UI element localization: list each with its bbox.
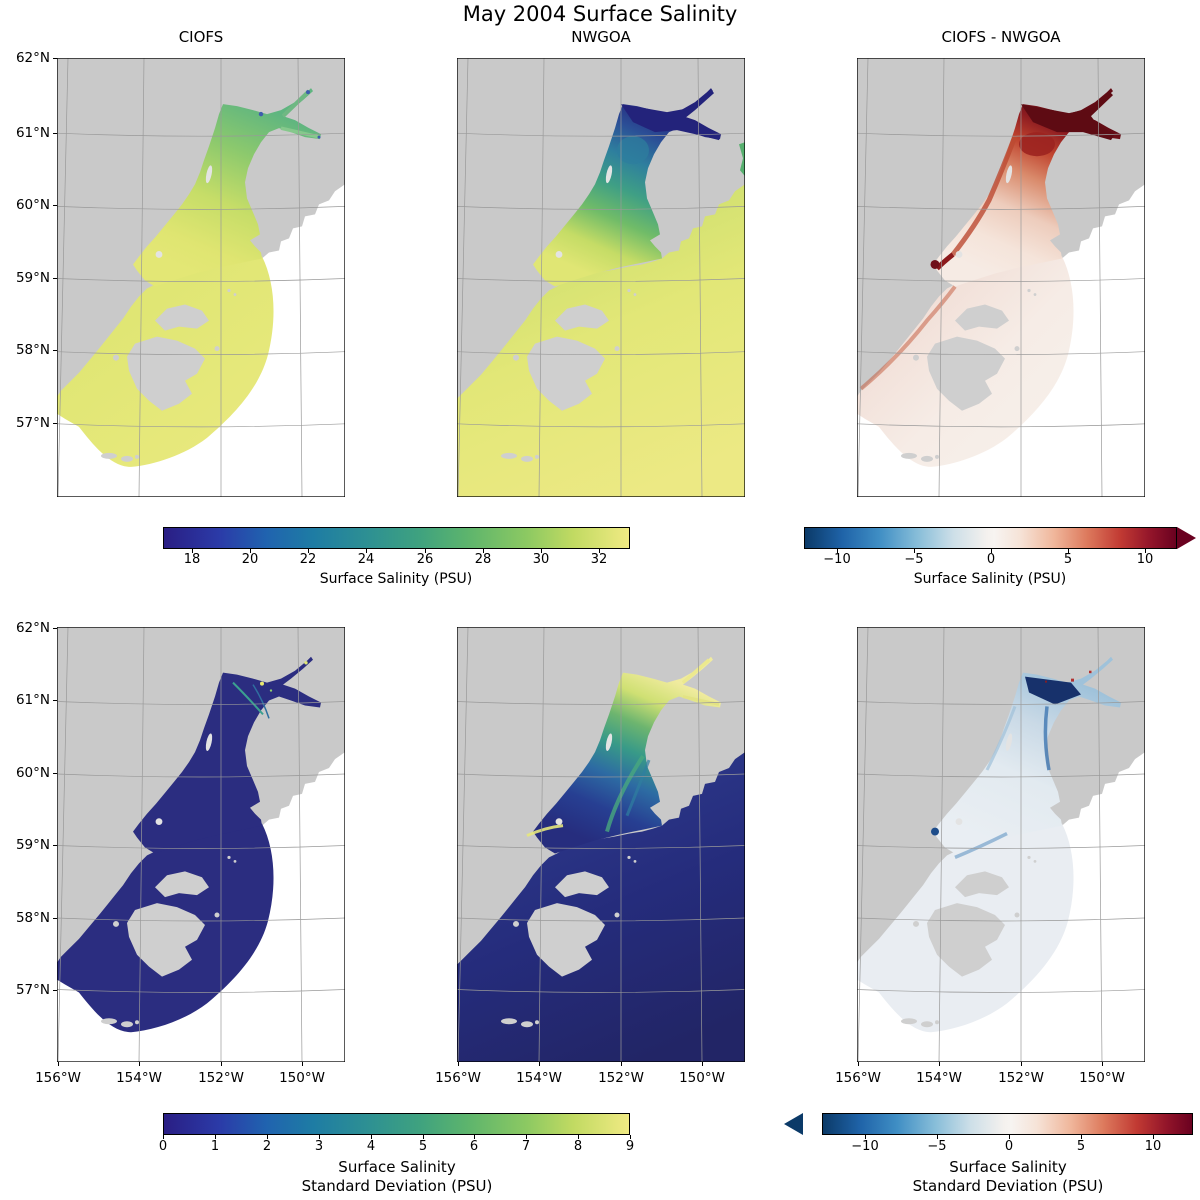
colorbar-label-line2: Standard Deviation (PSU) [912,1177,1104,1195]
lon-tick-label: 154°W [516,1070,562,1086]
colorbar-tick-label: 2 [262,1139,272,1154]
colorbar-tick-label: 3 [314,1139,324,1154]
colorbar-tick-label: 5 [1076,1139,1086,1154]
lat-tick-label: 57°N [15,982,50,998]
ciofs-salinity-accents [258,89,321,139]
colorbar-tick-label: 28 [474,552,492,567]
lon-tick-label: 150°W [1079,1070,1125,1086]
lat-tick-label: 59°N [15,837,50,853]
map-panel-std-difference [857,627,1145,1062]
lat-tick-label: 59°N [15,270,50,286]
map-panel-nwgoa-std [457,627,745,1062]
map-panel-nwgoa-salinity [457,58,745,497]
colorbar-label-line1: Surface Salinity [338,1158,456,1176]
colorbar-tick-label: 22 [299,552,317,567]
colorbar-tick-label: 5 [1063,552,1073,567]
colorbar-tick-label: 0 [1004,1139,1014,1154]
colorbar-label: Surface Salinity (PSU) [913,571,1067,587]
colorbar-tick-label: 1 [210,1139,220,1154]
lat-tick-label: 58°N [15,910,50,926]
figure-title: May 2004 Surface Salinity [462,2,738,26]
lon-tick-label: 156°W [35,1070,81,1086]
colorbar-std-diff [822,1113,1193,1135]
colorbar-extend-min-arrow [784,1113,803,1135]
lat-tick-label: 62°N [15,620,50,636]
lon-tick-label: 152°W [598,1070,644,1086]
colorbar-tick-label: 18 [183,552,201,567]
colorbar-tick-label: −10 [851,1139,879,1154]
colorbar-tick-label: 24 [357,552,375,567]
lat-tick-label: 57°N [15,415,50,431]
lon-tick-label: 152°W [198,1070,244,1086]
colorbar-tick-label: 0 [986,552,996,567]
colorbar-tick-label: 7 [521,1139,531,1154]
colorbar-tick-label: −5 [927,1139,947,1154]
panel-title-diff: CIOFS - NWGOA [941,28,1061,46]
map-panel-ciofs-salinity [57,58,345,497]
colorbar-tick-label: 5 [418,1139,428,1154]
colorbar-extend-max-arrow [1177,527,1196,549]
colorbar-tick-label: 8 [573,1139,583,1154]
colorbar-salinity [163,527,630,549]
colorbar-tick-label: 6 [469,1139,479,1154]
colorbar-tick-label: 30 [532,552,550,567]
colorbar-tick-label: 9 [625,1139,635,1154]
map-panel-salinity-difference [857,58,1145,497]
colorbar-label-line1: Surface Salinity [949,1158,1067,1176]
ciofs-std-accents [232,661,308,719]
lon-tick-label: 150°W [679,1070,725,1086]
panel-title-ciofs: CIOFS [178,28,224,46]
colorbar-tick-label: −10 [823,552,851,567]
lat-tick-label: 58°N [15,342,50,358]
lat-tick-label: 61°N [15,692,50,708]
lat-tick-label: 61°N [15,125,50,141]
colorbar-tick-label: 10 [1144,1139,1162,1154]
lat-tick-label: 60°N [15,197,50,213]
colorbar-tick-label: 0 [158,1139,168,1154]
lon-tick-label: 154°W [116,1070,162,1086]
colorbar-label: Surface Salinity (PSU) [319,571,473,587]
lat-tick-label: 60°N [15,765,50,781]
lon-tick-label: 154°W [916,1070,962,1086]
nwgoa-salinity-accents [617,89,745,177]
std-diff-accents [931,670,1092,860]
colorbar-std [163,1113,630,1135]
colorbar-salinity-diff [804,527,1177,549]
colorbar-tick-label: 32 [590,552,608,567]
colorbar-tick-label: 20 [241,552,259,567]
colorbar-tick-label: 26 [416,552,434,567]
lat-tick-label: 62°N [15,50,50,66]
salinity-diff-accents [859,91,1115,391]
lon-tick-label: 156°W [435,1070,481,1086]
lon-tick-label: 152°W [998,1070,1044,1086]
colorbar-tick-label: 4 [366,1139,376,1154]
colorbar-label-line2: Standard Deviation (PSU) [301,1177,493,1195]
map-panel-ciofs-std [57,627,345,1062]
panel-title-nwgoa: NWGOA [571,28,631,46]
lon-tick-label: 150°W [279,1070,325,1086]
lon-tick-label: 156°W [835,1070,881,1086]
colorbar-tick-label: −5 [904,552,924,567]
colorbar-tick-label: 10 [1136,552,1154,567]
